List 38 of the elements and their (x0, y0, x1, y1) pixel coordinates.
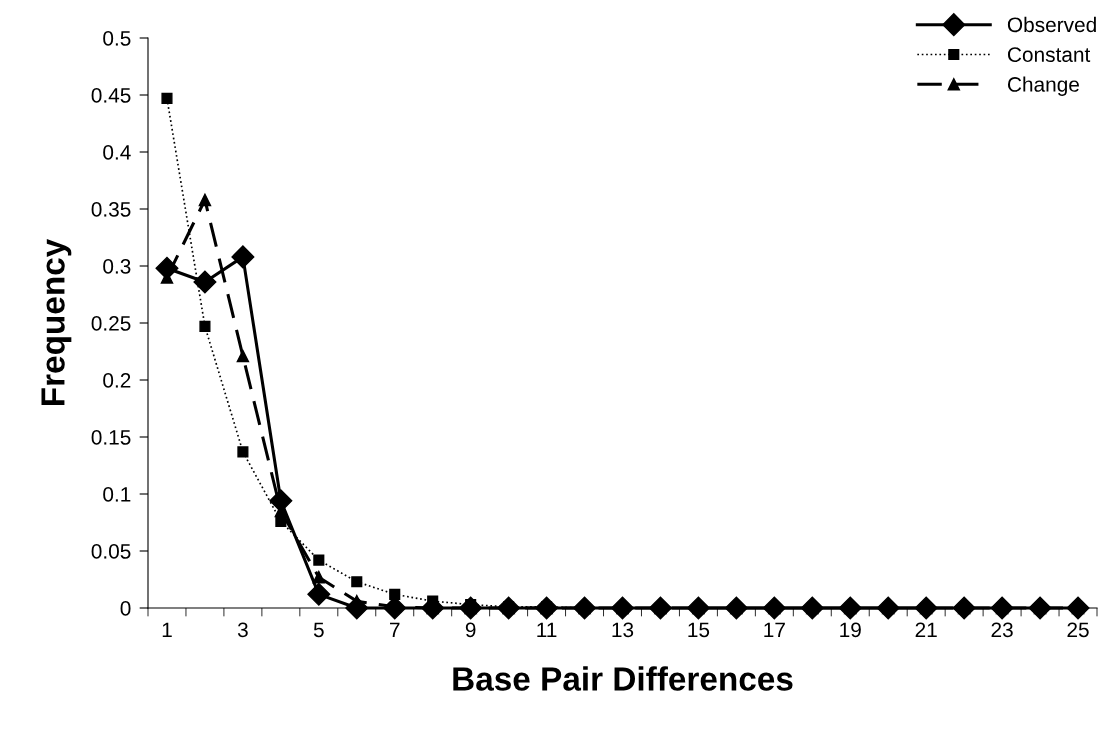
x-tick-label: 15 (688, 622, 710, 638)
y-tick-label: 0.45 (91, 88, 131, 103)
x-tick-label: 5 (313, 622, 324, 638)
y-tick-label: 0.1 (103, 487, 131, 502)
y-tick-label: 0.5 (103, 31, 131, 46)
x-tick-label: 23 (991, 622, 1013, 638)
x-axis-title: Base Pair Differences (453, 666, 793, 691)
y-tick-label: 0.3 (103, 259, 131, 274)
y-tick-label: 0.25 (91, 316, 131, 331)
point (389, 588, 401, 600)
x-tick-label: 17 (764, 622, 785, 637)
point (307, 582, 331, 606)
point (161, 92, 173, 104)
y-tick-label: 0.2 (103, 373, 131, 388)
y-tick-label: 0 (120, 601, 131, 616)
x-tick-label: 25 (1067, 622, 1089, 638)
x-tick-label: 9 (465, 622, 476, 638)
y-tick-label: 0.05 (91, 544, 131, 559)
point (237, 446, 249, 458)
x-tick-label: 19 (840, 622, 861, 638)
legend-label: Observed (1007, 16, 1096, 33)
y-tick-label: 0.35 (91, 202, 131, 217)
x-tick-label: 13 (612, 622, 634, 638)
y-axis-title: Frequency (41, 238, 72, 406)
point (193, 270, 217, 294)
point (231, 245, 255, 269)
y-tick-label: 0.15 (91, 430, 131, 445)
x-tick-label: 1 (162, 622, 172, 637)
point (313, 554, 325, 566)
y-tick-label: 0.4 (103, 145, 131, 160)
point (199, 320, 211, 332)
x-tick-label: 11 (537, 622, 557, 637)
x-tick-label: 21 (915, 622, 937, 637)
x-tick-label: 7 (390, 622, 400, 637)
legend-label: Constant (1007, 47, 1091, 62)
legend-label: Change (1007, 76, 1079, 96)
x-tick-label: 3 (237, 622, 248, 638)
point (351, 576, 363, 588)
